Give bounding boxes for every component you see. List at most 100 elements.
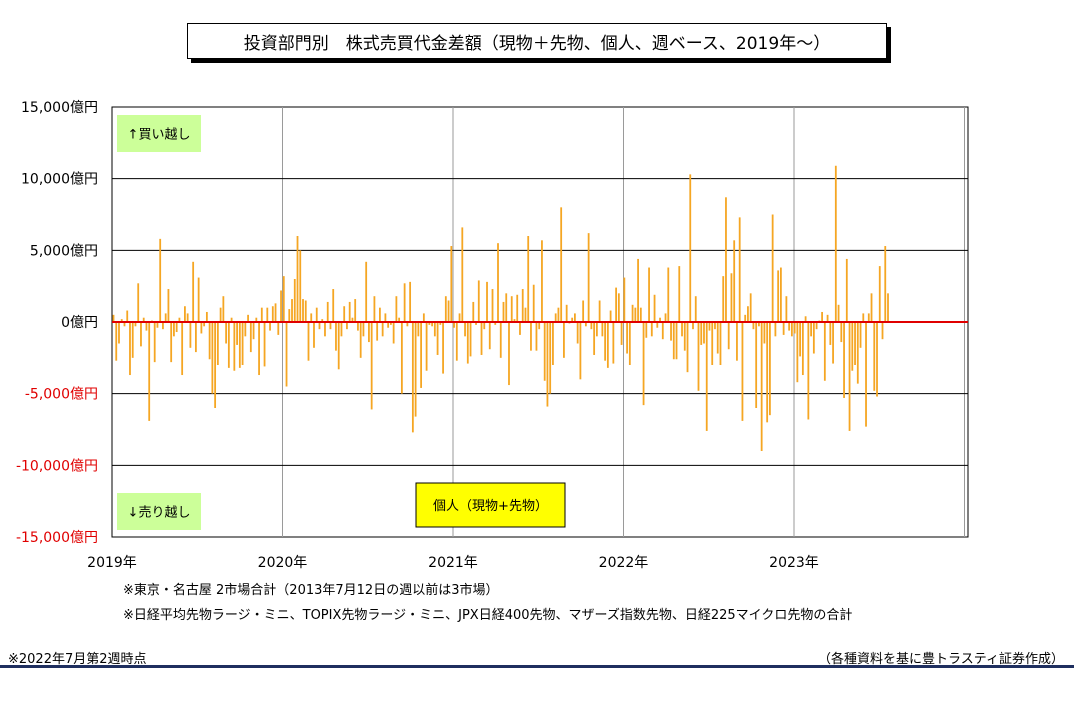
bar bbox=[433, 322, 436, 337]
bar bbox=[801, 322, 804, 376]
bar bbox=[576, 322, 579, 344]
bar bbox=[282, 276, 285, 322]
bar bbox=[227, 322, 230, 368]
bar bbox=[326, 301, 329, 322]
bar bbox=[785, 296, 788, 322]
bar bbox=[549, 322, 552, 394]
bar bbox=[667, 267, 670, 322]
bar bbox=[271, 306, 274, 322]
x-tick-label: 2020年 bbox=[258, 555, 308, 571]
bar bbox=[870, 293, 873, 322]
bar bbox=[186, 313, 189, 322]
bar bbox=[233, 322, 236, 371]
bar bbox=[420, 322, 423, 388]
bar bbox=[494, 322, 497, 325]
bar bbox=[337, 322, 340, 370]
x-tick-label: 2021年 bbox=[428, 555, 478, 571]
y-tick-label: -5,000億円 bbox=[25, 387, 98, 403]
bar bbox=[626, 322, 628, 354]
bar bbox=[499, 322, 502, 358]
bar bbox=[225, 322, 228, 344]
bar bbox=[115, 322, 118, 361]
bar bbox=[508, 322, 510, 386]
bar bbox=[571, 317, 574, 322]
bar bbox=[304, 300, 307, 322]
bar bbox=[447, 300, 450, 322]
bar bbox=[403, 283, 406, 322]
bar bbox=[488, 322, 491, 350]
bar bbox=[837, 304, 840, 322]
bar bbox=[505, 293, 508, 322]
bar bbox=[357, 322, 359, 331]
bar bbox=[777, 270, 780, 322]
bar bbox=[466, 322, 469, 364]
bar bbox=[788, 322, 791, 331]
bar bbox=[598, 300, 601, 322]
bar bbox=[112, 314, 115, 322]
bar bbox=[590, 322, 593, 330]
y-tick-label: -10,000億円 bbox=[16, 458, 98, 474]
bar bbox=[203, 322, 206, 327]
bar bbox=[455, 322, 458, 361]
bar bbox=[362, 322, 365, 337]
bar bbox=[829, 322, 832, 345]
bar bbox=[241, 322, 244, 365]
bar bbox=[483, 322, 486, 330]
bar bbox=[694, 296, 697, 322]
bar bbox=[274, 303, 277, 322]
bar bbox=[400, 322, 403, 394]
y-tick-label: -15,000億円 bbox=[16, 530, 98, 546]
series-legend-box bbox=[415, 482, 566, 528]
bar bbox=[705, 322, 708, 431]
bar bbox=[793, 322, 796, 334]
bar bbox=[661, 322, 664, 340]
bar bbox=[843, 322, 845, 398]
bar bbox=[310, 313, 313, 322]
bar bbox=[796, 322, 799, 383]
bar bbox=[126, 310, 129, 322]
bar bbox=[524, 307, 527, 322]
bar bbox=[269, 322, 271, 331]
bar bbox=[620, 322, 623, 345]
bar bbox=[291, 299, 293, 322]
bar bbox=[609, 310, 612, 322]
bar bbox=[736, 322, 738, 361]
bar bbox=[881, 322, 884, 340]
bar bbox=[453, 322, 455, 328]
bar bbox=[181, 322, 184, 376]
bar bbox=[744, 314, 747, 322]
bar bbox=[285, 322, 288, 387]
x-tick-label: 2023年 bbox=[769, 555, 819, 571]
bar bbox=[439, 322, 442, 325]
bar bbox=[560, 207, 563, 322]
bar bbox=[725, 197, 727, 322]
bar bbox=[810, 322, 812, 337]
bar bbox=[425, 322, 428, 371]
bar bbox=[472, 301, 475, 322]
bar bbox=[722, 276, 725, 322]
bar bbox=[741, 322, 744, 421]
bar bbox=[293, 279, 296, 322]
chart-title: 投資部門別 株式売買代金差額（現物＋先物、個人、週ベース、2019年～） bbox=[243, 33, 831, 54]
bar bbox=[178, 317, 181, 322]
bar bbox=[887, 293, 889, 322]
bar bbox=[672, 322, 675, 360]
bar bbox=[587, 233, 590, 322]
bar bbox=[491, 289, 494, 322]
bar bbox=[708, 322, 711, 331]
bar bbox=[771, 214, 774, 322]
bar bbox=[821, 311, 823, 322]
bar bbox=[458, 313, 461, 322]
bar bbox=[769, 322, 771, 416]
bar bbox=[579, 322, 582, 380]
bar bbox=[332, 289, 335, 322]
bar bbox=[444, 296, 447, 322]
bar bbox=[854, 322, 856, 365]
bar bbox=[252, 322, 255, 340]
chart-title-box: 投資部門別 株式売買代金差額（現物＋先物、個人、週ベース、2019年～） bbox=[187, 23, 887, 59]
bar bbox=[162, 322, 164, 330]
bar bbox=[260, 307, 263, 322]
bar bbox=[175, 322, 178, 333]
bar bbox=[497, 243, 499, 322]
bar bbox=[436, 322, 439, 355]
